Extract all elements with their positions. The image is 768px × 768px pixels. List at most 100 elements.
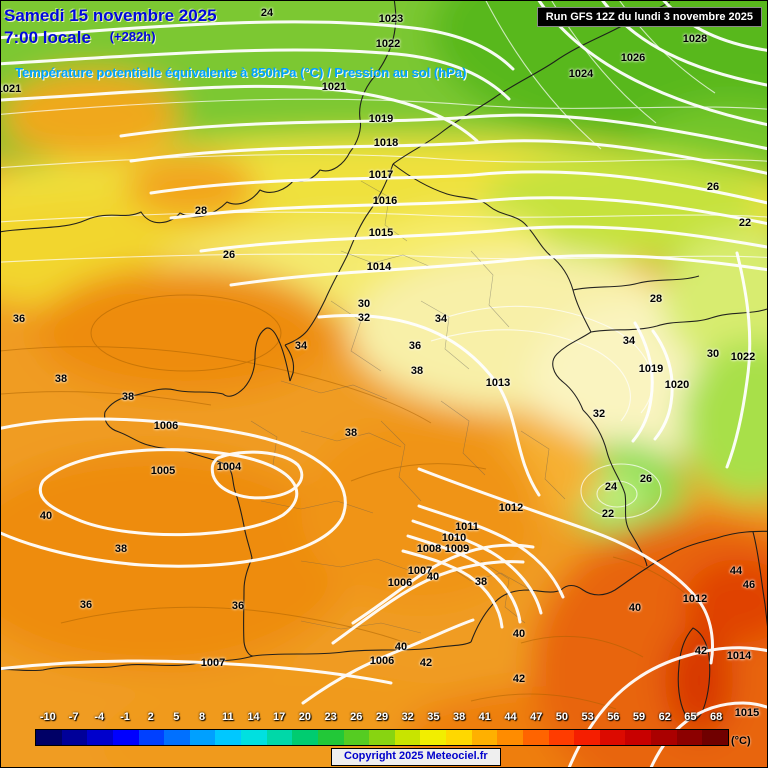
legend-color-cell [599, 730, 626, 745]
legend-tick-label: 26 [350, 711, 363, 723]
legend-unit-label: (°C) [731, 735, 751, 747]
legend-color-cell [317, 730, 344, 745]
legend-tick-label: 56 [607, 711, 620, 723]
temperature-label: 24 [260, 7, 274, 19]
legend-color-cell [394, 730, 421, 745]
legend-color-cell [36, 730, 62, 745]
pressure-label: 1019 [368, 113, 394, 125]
legend-tick-label: 44 [504, 711, 517, 723]
legend-color-cell [215, 730, 241, 745]
temperature-label: 24 [604, 481, 618, 493]
temperature-label: 34 [622, 335, 636, 347]
temperature-label: 42 [694, 645, 708, 657]
temperature-label: 26 [706, 181, 720, 193]
legend-tick-label: 14 [247, 711, 260, 723]
temperature-label: 40 [394, 641, 408, 653]
legend-tick-label: -7 [68, 711, 79, 723]
legend-tick-label: -10 [39, 711, 56, 723]
legend-color-cell [471, 730, 498, 745]
temperature-label: 28 [649, 293, 663, 305]
legend-tick-label: 35 [427, 711, 440, 723]
theta-contours-dark [1, 294, 710, 710]
temperature-label: 26 [222, 249, 236, 261]
pressure-label: 1010 [441, 532, 467, 544]
temperature-label: 38 [344, 427, 358, 439]
legend-ticks: -10 -7 -4 -1 2 5 8 11 14 17 20 23 26 29 32 35 38 41 44 47 50… [35, 711, 729, 726]
pressure-label: 1017 [368, 169, 394, 181]
temperature-label: 38 [114, 543, 128, 555]
legend-color-cell [292, 730, 318, 745]
pressure-label: 1022 [375, 38, 401, 50]
legend-color-cell [574, 730, 600, 745]
temperature-label: 44 [729, 565, 743, 577]
legend-tick-label: 29 [375, 711, 389, 723]
temperature-label: 40 [628, 602, 642, 614]
legend-color-cell [446, 730, 472, 745]
legend-color-cell [138, 730, 165, 745]
legend-color-cell [420, 730, 446, 745]
legend-color-cell [112, 730, 139, 745]
pressure-label: 1006 [153, 420, 179, 432]
legend-tick-label: 20 [298, 711, 311, 723]
pressure-label: 1022 [730, 351, 756, 363]
forecast-time-text: 7:00 locale [4, 28, 91, 47]
pressure-label: 1024 [568, 68, 594, 80]
pressure-label: 1007 [407, 565, 433, 577]
legend-tick-label: 23 [324, 711, 337, 723]
pressure-label: 1016 [372, 195, 398, 207]
temperature-label: 36 [408, 340, 422, 352]
legend-color-cell [497, 730, 523, 745]
legend-tick-label: 17 [273, 711, 286, 723]
pressure-label: 1006 [387, 577, 413, 589]
pressure-label: 1014 [726, 650, 752, 662]
temperature-label: 36 [12, 313, 26, 325]
temperature-label: 32 [592, 408, 606, 420]
department-borders [250, 180, 566, 634]
legend-color-cell [61, 730, 88, 745]
pressure-label: 1009 [444, 543, 470, 555]
pressure-label: 1015 [368, 227, 394, 239]
pressure-label: 1014 [366, 261, 392, 273]
temperature-label: 38 [474, 576, 488, 588]
pressure-label: 1005 [150, 465, 176, 477]
copyright-link[interactable]: Copyright 2025 Meteociel.fr [331, 748, 501, 766]
pressure-label: 1028 [682, 33, 708, 45]
pressure-label: 1004 [216, 461, 242, 473]
temperature-label: 36 [79, 599, 93, 611]
forecast-offset-label: (+282h) [109, 29, 156, 44]
pressure-label: 1012 [682, 593, 708, 605]
legend-color-cell [343, 730, 370, 745]
legend-color-cell [676, 730, 703, 745]
temperature-label: 38 [121, 391, 135, 403]
pressure-label: 1008 [416, 543, 442, 555]
temperature-label: 40 [39, 510, 53, 522]
legend-color-cell [369, 730, 395, 745]
temperature-label: 32 [357, 312, 371, 324]
pressure-label: 1013 [485, 377, 511, 389]
legend-color-cell [522, 730, 549, 745]
pressure-label: 1018 [373, 137, 399, 149]
temperature-label: 36 [231, 600, 245, 612]
temperature-label: 30 [706, 348, 720, 360]
temperature-label: 28 [194, 205, 208, 217]
temperature-label: 26 [639, 473, 653, 485]
legend-color-cell [241, 730, 267, 745]
legend-tick-label: 68 [710, 711, 723, 723]
temperature-label: 42 [419, 657, 433, 669]
legend-tick-label: 11 [221, 711, 234, 723]
legend-color-cell [189, 730, 216, 745]
temperature-label: 34 [434, 313, 448, 325]
legend-color-cell [651, 730, 677, 745]
pressure-label: 1015 [734, 707, 760, 719]
pressure-label: 1021 [321, 81, 347, 93]
temperature-label: 22 [601, 508, 615, 520]
pressure-label: 1019 [638, 363, 664, 375]
temperature-label: 46 [742, 579, 756, 591]
legend-color-cell [164, 730, 190, 745]
temperature-label: 30 [357, 298, 371, 310]
temperature-label: 42 [512, 673, 526, 685]
legend-tick-label: 53 [581, 711, 594, 723]
